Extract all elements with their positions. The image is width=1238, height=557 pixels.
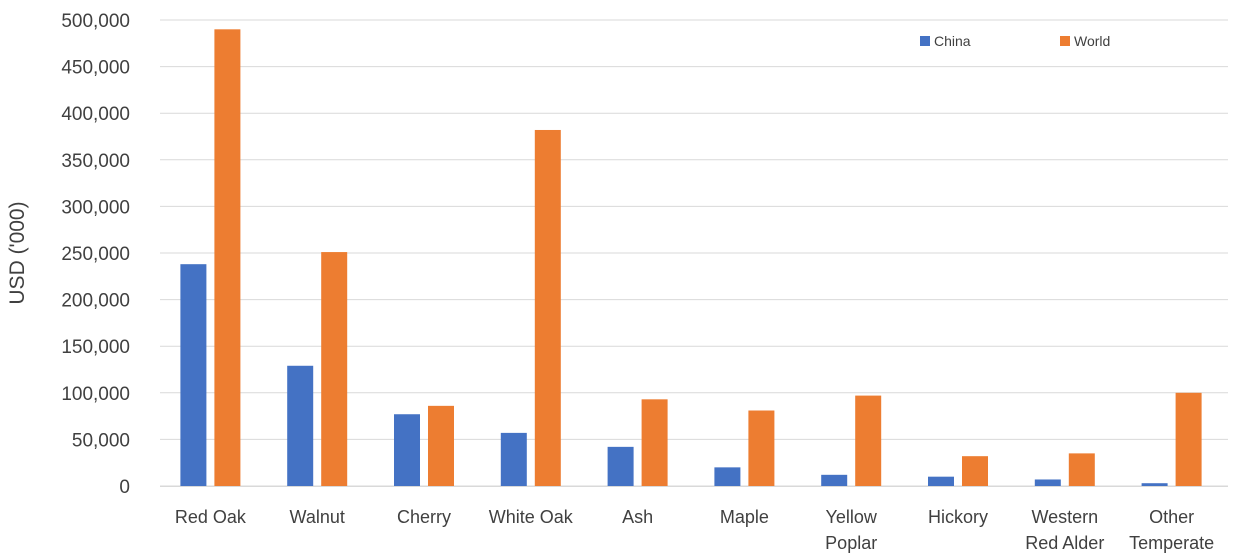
legend: China World	[920, 33, 1110, 49]
y-tick-label: 300,000	[61, 197, 130, 218]
bar-china	[821, 474, 848, 486]
legend-swatch-world	[1060, 36, 1070, 46]
x-tick-label: Yellow	[826, 507, 878, 527]
y-tick-label: 100,000	[61, 384, 130, 405]
y-tick-label: 350,000	[61, 151, 130, 172]
bar-world	[1068, 453, 1095, 486]
bar-world	[428, 405, 454, 486]
bar-china	[1141, 483, 1168, 486]
legend-label-china: China	[934, 33, 971, 49]
x-tick-label: Red Alder	[1025, 533, 1104, 553]
y-tick-label: 150,000	[61, 337, 130, 358]
x-axis-labels: Red Oak Walnut Cherry White Oak Ash Maple Yell…	[175, 507, 1214, 553]
x-tick-label: Cherry	[397, 507, 451, 527]
bar-world	[1175, 392, 1202, 486]
bar-china	[394, 414, 420, 486]
bar-world	[641, 399, 668, 486]
bar-china	[928, 476, 954, 486]
gridlines	[160, 19, 1228, 487]
x-tick-label: Other	[1149, 507, 1194, 527]
x-tick-label: Red Oak	[175, 507, 247, 527]
x-tick-label: Temperate	[1129, 533, 1214, 553]
x-tick-label: Ash	[622, 507, 653, 527]
bar-world	[748, 410, 775, 486]
x-tick-label: White Oak	[489, 507, 574, 527]
y-tick-label: 400,000	[61, 104, 130, 125]
y-tick-label: 0	[119, 477, 130, 498]
bar-china	[607, 446, 634, 486]
x-tick-label: Western	[1031, 507, 1098, 527]
x-tick-label: Walnut	[290, 507, 345, 527]
bars	[160, 29, 1228, 487]
y-tick-label: 250,000	[61, 244, 130, 265]
y-tick-label: 500,000	[61, 11, 130, 32]
legend-label-world: World	[1074, 33, 1110, 49]
bar-china	[180, 264, 207, 486]
bar-china	[1034, 479, 1061, 486]
bar-china	[287, 365, 314, 486]
x-tick-label: Maple	[720, 507, 769, 527]
bar-china	[714, 467, 741, 486]
bar-world	[962, 456, 988, 486]
y-axis-ticks: 0 50,000 100,000 150,000 200,000 250,000 300,0…	[61, 11, 130, 498]
y-tick-label: 450,000	[61, 58, 130, 79]
bar-world	[855, 395, 882, 486]
bar-world	[321, 252, 348, 486]
bar-china	[500, 432, 527, 486]
y-tick-label: 50,000	[72, 430, 130, 451]
bar-world	[214, 29, 241, 486]
x-tick-label: Poplar	[825, 533, 877, 553]
y-axis-label: USD ('000)	[6, 201, 29, 304]
x-tick-label: Hickory	[928, 507, 988, 527]
legend-swatch-china	[920, 36, 930, 46]
y-tick-label: 200,000	[61, 291, 130, 312]
bar-world	[534, 129, 561, 486]
